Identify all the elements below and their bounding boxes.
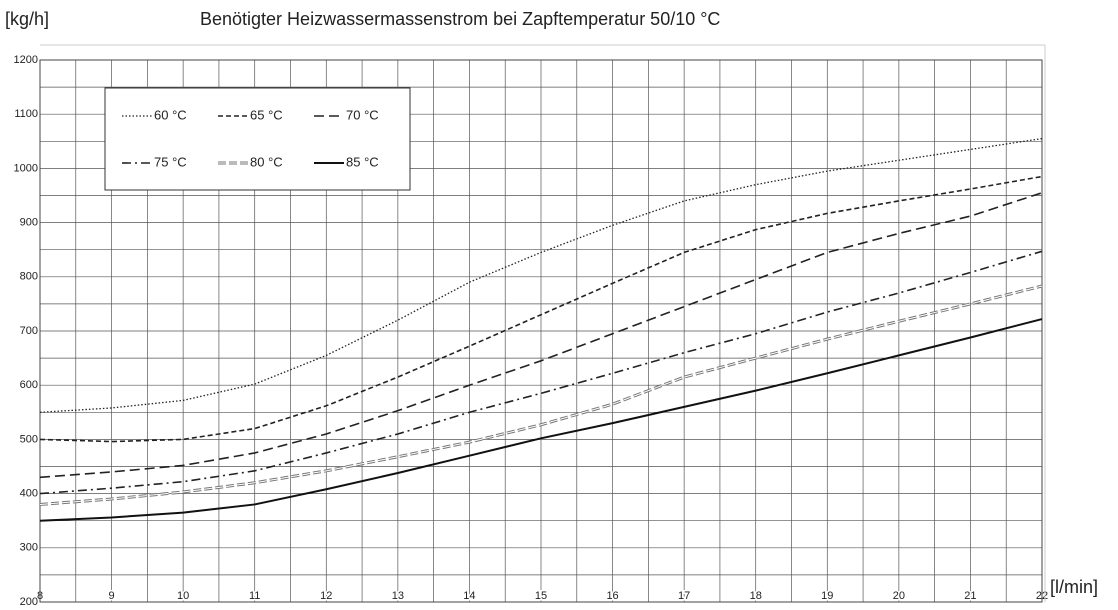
chart-title: Benötigter Heizwassermassenstrom bei Zap… bbox=[200, 9, 720, 29]
legend-label: 60 °C bbox=[154, 107, 187, 122]
y-tick-label: 600 bbox=[20, 379, 38, 391]
x-tick-label: 18 bbox=[750, 590, 762, 602]
x-tick-label: 11 bbox=[249, 590, 260, 602]
x-tick-label: 13 bbox=[392, 590, 404, 602]
x-tick-label: 17 bbox=[678, 590, 690, 602]
y-tick-label: 300 bbox=[20, 542, 38, 554]
legend-label: 75 °C bbox=[154, 154, 187, 169]
x-tick-label: 16 bbox=[606, 590, 618, 602]
legend-label: 85 °C bbox=[346, 154, 379, 169]
legend-label: 80 °C bbox=[250, 154, 283, 169]
x-tick-label: 20 bbox=[893, 590, 905, 602]
y-tick-label: 200 bbox=[20, 596, 38, 605]
y-tick-label: 500 bbox=[20, 433, 38, 445]
line-series bbox=[39, 192, 1043, 479]
line-series-core bbox=[39, 285, 1043, 505]
x-tick-label: 10 bbox=[177, 590, 189, 602]
x-tick-label: 19 bbox=[821, 590, 833, 602]
y-tick-label: 400 bbox=[20, 488, 38, 500]
x-tick-label: 15 bbox=[535, 590, 547, 602]
x-tick-label: 9 bbox=[109, 590, 115, 602]
legend-box bbox=[104, 87, 411, 191]
legend-label: 70 °C bbox=[346, 107, 379, 122]
legend-label: 65 °C bbox=[250, 107, 283, 122]
x-tick-label: 14 bbox=[463, 590, 475, 602]
y-tick-label: 900 bbox=[20, 217, 38, 229]
line-series bbox=[39, 318, 1043, 522]
plot-border bbox=[39, 59, 1043, 603]
line-series bbox=[39, 250, 1043, 495]
y-tick-label: 800 bbox=[20, 271, 38, 283]
line-series bbox=[39, 175, 1043, 443]
y-tick-label: 1100 bbox=[14, 108, 38, 120]
y-tick-label: 1000 bbox=[14, 162, 38, 174]
legend: 60 °C 65 °C 70 °C 75 °C 80 °C 85 °C bbox=[104, 87, 411, 191]
x-axis-label: [l/min] bbox=[1050, 577, 1098, 597]
x-tick-label: 12 bbox=[320, 590, 332, 602]
x-tick-label: 21 bbox=[964, 590, 976, 602]
y-tick-label: 1200 bbox=[14, 54, 38, 66]
y-axis-label: [kg/h] bbox=[5, 9, 49, 29]
line-series bbox=[39, 137, 1043, 413]
y-tick-label: 700 bbox=[20, 325, 38, 337]
